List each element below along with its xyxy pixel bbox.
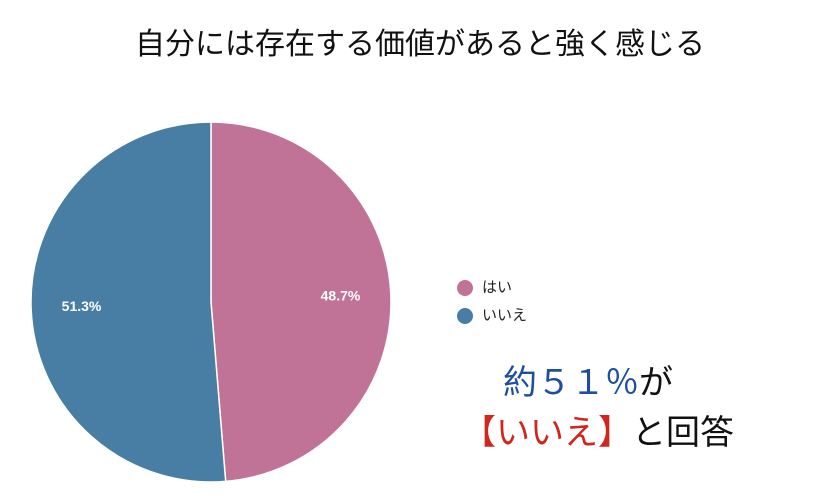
annotation-part: が [639,363,673,403]
slice-label: 51.3% [62,298,102,314]
annotation: 約５１％が [503,363,673,403]
pie-slice [210,121,392,483]
legend-label: いいえ [482,307,527,324]
legend-swatch [457,280,473,296]
annotation-part: 約５１％ [503,363,639,403]
slice-label: 48.7% [321,287,361,303]
chart-title: 自分には存在する価値があると強く感じる [135,27,705,62]
annotation-part: と回答 [632,413,734,453]
annotation-part: 【いいえ】 [462,413,632,453]
legend-label: はい [482,279,512,296]
legend-swatch [457,308,473,324]
pie-slice [30,121,227,483]
annotation: 【いいえ】と回答 [462,413,734,453]
